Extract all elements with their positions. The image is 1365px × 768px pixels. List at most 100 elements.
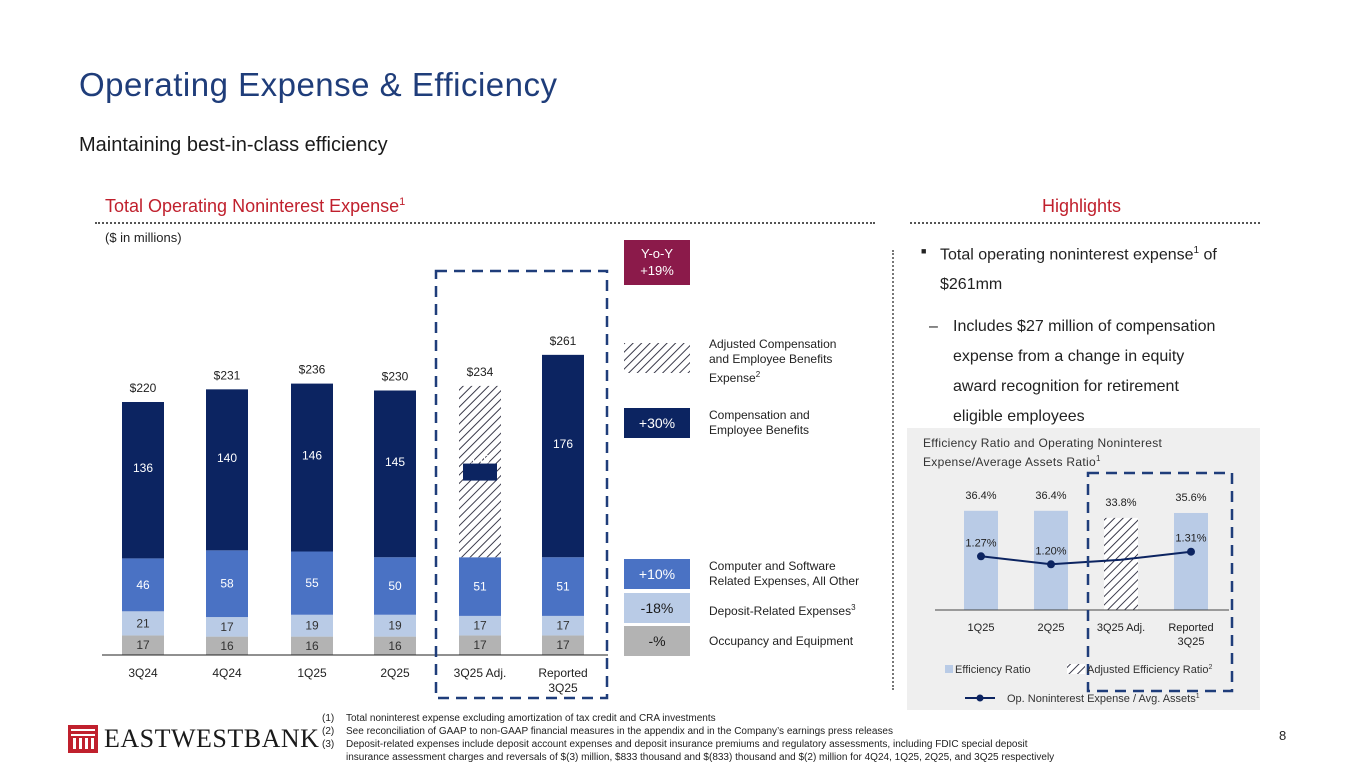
efficiency-line-label: 1.31% (1175, 533, 1206, 545)
bar-segment-3-1 (374, 614, 416, 637)
bar-segment-2-1 (291, 614, 333, 637)
efficiency-bar-label: 33.8% (1105, 497, 1136, 509)
bar-segment-0-3 (122, 402, 164, 559)
legend-adjusted-line-3: Expense2 (709, 367, 836, 386)
bar-value-label: 50 (388, 579, 402, 593)
efficiency-chart: 36.4% 1Q25 36.4% 2Q25 33.8% 3Q25 Adj. 35.6% Rep… (935, 471, 1234, 705)
efficiency-line-point (1047, 560, 1055, 569)
highlight-bullet-1-text: Total operating noninterest expense (940, 246, 1194, 264)
legend-adjusted-efficiency-swatch (1067, 664, 1085, 674)
page-subtitle: Maintaining best-in-class efficiency (79, 134, 388, 156)
highlight-bullet-1: ■ Total operating noninterest expense1 o… (921, 236, 1261, 300)
efficiency-line-label: 1.20% (1035, 545, 1066, 557)
units-label: ($ in millions) (105, 230, 182, 245)
bar-value-label: 140 (217, 451, 237, 465)
footnote-text: Total noninterest expense excluding amor… (346, 713, 716, 724)
x-tick-label: 1Q25 (297, 666, 327, 680)
efficiency-chart-title: Efficiency Ratio and Operating Nonintere… (923, 436, 1260, 470)
footnote-number: (2) (322, 726, 335, 737)
vertical-divider (892, 250, 894, 690)
bar-segment-2-0 (291, 636, 333, 655)
bar-segment-5-0 (542, 635, 584, 655)
efficiency-line-point (1187, 547, 1195, 556)
legend-adjusted-efficiency-text: Adjusted Efficiency Ratio (1087, 664, 1208, 676)
bar-segment-4-1 (459, 615, 501, 636)
legend-deposit-sup: 3 (851, 603, 856, 612)
bar-segment-0-2 (122, 558, 164, 612)
efficiency-line-point (977, 552, 985, 561)
left-section-title-sup: 1 (399, 196, 406, 208)
efficiency-legend: Efficiency Ratio Adjusted Efficiency Rat… (945, 664, 1212, 705)
highlight-bullet-1-line-2: $261mm (940, 276, 1003, 294)
efficiency-bar (964, 510, 998, 610)
bar-value-label: 136 (133, 461, 153, 475)
bar-segment-4-0 (459, 635, 501, 655)
bar-value-label: 19 (388, 619, 402, 633)
bar-value-label: 17 (220, 620, 234, 634)
dash-marker: – (929, 318, 938, 336)
bar-value-label: 145 (385, 455, 405, 469)
bar-value-label: 149 (470, 453, 490, 467)
left-section-divider (95, 222, 875, 224)
bar-value-label: 146 (302, 449, 322, 463)
legend-computer-line-2: Related Expenses, All Other (709, 574, 860, 588)
efficiency-line-label: 1.27% (965, 537, 996, 549)
bar-value-label: 176 (553, 437, 573, 451)
efficiency-bar (1174, 512, 1208, 610)
bar-value-label: 16 (388, 639, 402, 653)
efficiency-chart-title-text: Efficiency Ratio and Operating Nonintere… (923, 436, 1163, 469)
footnotes: (1) Total noninterest expense excluding a… (322, 712, 1054, 764)
bar-value-label: 17 (473, 619, 487, 633)
legend-line-sup: 1 (1196, 693, 1200, 700)
footnote-text: Deposit-related expenses include deposit… (346, 739, 1028, 750)
right-section-divider (910, 222, 1260, 224)
efficiency-x-tick: 3Q25 Adj. (1097, 622, 1145, 634)
highlight-bullet-1-tail: of (1199, 246, 1217, 264)
hatched-label-bg (463, 463, 497, 481)
highlight-bullet-1-line-1: Total operating noninterest expense1 of (940, 236, 1217, 270)
efficiency-x-tick: Reported (1168, 622, 1213, 634)
legend-adjusted-sup: 2 (755, 370, 761, 379)
left-section-title: Total Operating Noninterest Expense1 (105, 196, 405, 217)
bar-segment-0-1 (122, 611, 164, 636)
x-tick-label: 2Q25 (380, 666, 410, 680)
bar-segment-1-3 (206, 389, 248, 551)
bar-segment-2-3 (291, 383, 333, 552)
highlight-sub-line-2: expense from a change in equity (953, 348, 1185, 366)
bar-value-label: 21 (136, 616, 150, 630)
legend-adjusted-label: Adjusted Compensation and Employee Benef… (709, 337, 836, 386)
page-title: Operating Expense & Efficiency (79, 66, 558, 103)
bar-segment-1-2 (206, 550, 248, 618)
legend-comp-label: Compensation and Employee Benefits (709, 408, 810, 438)
company-logo: EASTWESTBANK (68, 724, 319, 754)
efficiency-x-tick: 1Q25 (968, 622, 995, 634)
highlight-sub-line-4: eligible employees (953, 408, 1085, 426)
legend-comp-line-2: Employee Benefits (709, 423, 810, 437)
bar-segment-3-2 (374, 557, 416, 615)
yoy-badge: Y-o-Y +19% (624, 240, 690, 285)
bar-segment-2-2 (291, 551, 333, 615)
legend-deposit-swatch: -18% (624, 593, 690, 623)
highlight-sub-line-1: Includes $27 million of compensation (953, 318, 1216, 336)
legend-deposit-label: Deposit-Related Expenses3 (709, 600, 856, 619)
bar-segment-1-1 (206, 617, 248, 637)
legend-adjusted-efficiency-sup: 2 (1208, 664, 1212, 671)
bar-value-label: 51 (556, 580, 570, 594)
yoy-value: +19% (640, 263, 674, 278)
efficiency-panel: Efficiency Ratio and Operating Nonintere… (907, 428, 1260, 710)
legend-occupancy-swatch: -% (624, 626, 690, 656)
bar-segment-5-2 (542, 557, 584, 616)
bank-logo-icon (68, 725, 98, 753)
efficiency-x-tick: 2Q25 (1038, 622, 1065, 634)
legend-adjusted-line-1: Adjusted Compensation (709, 337, 837, 351)
legend-computer-label: Computer and Software Related Expenses, … (709, 559, 859, 589)
legend-computer-line-1: Computer and Software (709, 559, 836, 573)
legend-comp-line-1: Compensation and (709, 408, 810, 422)
legend-deposit-text: Deposit-Related Expenses (709, 604, 852, 618)
bar-total-label: $236 (299, 363, 326, 377)
x-tick-label: 4Q24 (212, 666, 242, 680)
bar-value-label: 16 (305, 639, 319, 653)
right-section-title: Highlights (1042, 196, 1122, 216)
footnote-text: insurance assessment charges and reversa… (346, 752, 1055, 763)
bar-value-label: 51 (473, 580, 487, 594)
